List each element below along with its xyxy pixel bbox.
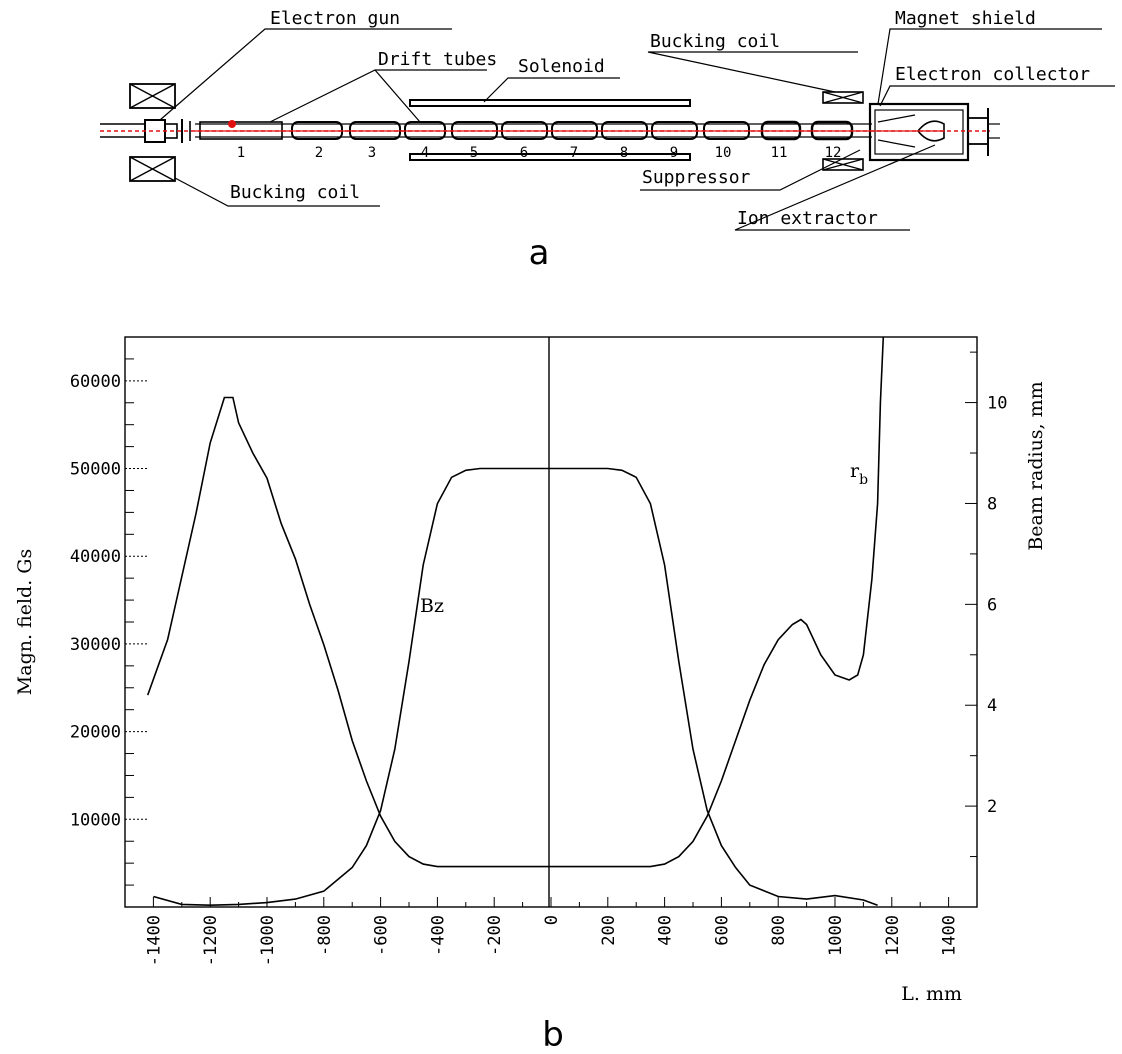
- label-suppressor: Suppressor: [642, 167, 751, 188]
- x-axis-tick-label: -200: [485, 915, 505, 956]
- x-axis-tick-label: -800: [315, 915, 335, 956]
- tube-number: 11: [771, 145, 788, 161]
- label-bucking-coil-bottom: Bucking coil: [230, 182, 360, 203]
- left-axis-tick-label: 30000: [70, 635, 121, 655]
- x-axis-title: L. mm: [901, 983, 962, 1005]
- tube-number: 5: [470, 145, 478, 161]
- tube-number: 4: [421, 145, 429, 161]
- left-axis-ticks: 10000 20000 30000 40000 50000 60000: [70, 358, 147, 886]
- tube-number: 6: [520, 145, 528, 161]
- label-bucking-coil-top: Bucking coil: [650, 31, 780, 52]
- x-axis-tick-label: -600: [372, 915, 392, 956]
- left-axis-tick-label: 20000: [70, 723, 121, 743]
- beam-radius-curve: [146, 336, 885, 868]
- electron-collector-body: [868, 102, 1000, 162]
- left-axis-tick-label: 50000: [70, 460, 121, 480]
- x-axis-tick-label: 400: [656, 915, 676, 946]
- panel-a-schematic: 1 2 3 4 5 6 7 8 9 10 11 12 Electron gun …: [100, 8, 1115, 273]
- y-axis-right-title: Beam radius, mm: [1025, 381, 1047, 550]
- x-axis-tick-label: -1000: [258, 915, 278, 966]
- label-magnet-shield: Magnet shield: [895, 8, 1036, 29]
- curve-label-rb: rb: [850, 460, 868, 488]
- curve-label-rb-sub: b: [859, 472, 868, 488]
- left-axis-tick-label: 10000: [70, 810, 121, 830]
- tube-number: 9: [670, 145, 678, 161]
- label-electron-gun: Electron gun: [270, 8, 400, 29]
- label-ion-extractor: Ion extractor: [737, 208, 878, 229]
- y-axis-left-title: Magn. field. Gs: [14, 549, 36, 695]
- panel-a-letter: a: [529, 233, 550, 273]
- left-axis-tick-label: 60000: [70, 372, 121, 392]
- x-axis-tick-label: 1200: [883, 915, 903, 956]
- leader-lines: [159, 28, 1115, 231]
- left-bucking-coil-top: [129, 83, 176, 109]
- curves: [146, 336, 885, 907]
- x-axis-tick-label: 200: [599, 915, 619, 946]
- tube-number: 12: [825, 145, 842, 161]
- x-axis-tick-label: 1000: [826, 915, 846, 956]
- x-axis-tick-label: -1200: [201, 915, 221, 966]
- right-bucking-coil-top: [822, 91, 864, 104]
- drift-tube: [199, 120, 283, 140]
- plot-frame: [124, 336, 978, 908]
- tube-number: 1: [237, 145, 245, 161]
- left-axis-tick-label: 40000: [70, 547, 121, 567]
- tube-number: 3: [368, 145, 376, 161]
- bz-curve: [153, 467, 878, 907]
- right-axis-tick-label: 8: [987, 494, 997, 514]
- x-axis-tick-label: 1400: [940, 915, 960, 956]
- tube-number: 8: [620, 145, 628, 161]
- curve-label-rb-main: r: [850, 460, 860, 482]
- right-axis-tick-label: 6: [987, 595, 997, 615]
- right-axis-tick-label: 10: [987, 394, 1007, 414]
- curve-label-bz: Bz: [420, 595, 444, 617]
- x-axis-tick-label: 800: [769, 915, 789, 946]
- left-bucking-coil-bottom: [129, 156, 176, 182]
- x-axis-tick-label: 600: [712, 915, 732, 946]
- right-axis-tick-label: 2: [987, 797, 997, 817]
- x-axis-tick-label: -1400: [144, 915, 164, 966]
- panel-b-letter: b: [542, 1015, 564, 1054]
- x-axis-tick-label: 0: [542, 915, 562, 925]
- drift-tube-chain: [195, 120, 872, 141]
- label-electron-collector: Electron collector: [895, 64, 1090, 85]
- x-axis-tick-label: -400: [428, 915, 448, 956]
- right-axis-tick-label: 4: [987, 696, 997, 716]
- right-axis-ticks: 2 4 6 8 10: [965, 351, 1007, 858]
- tube-number: 7: [570, 145, 578, 161]
- tube-number: 2: [315, 145, 323, 161]
- x-axis-ticks: -1400 -1200 -1000 -800 -600 -400 -200 0 200 400 60…: [124, 897, 978, 966]
- solenoid-body: [409, 99, 691, 161]
- tube-number: 10: [715, 145, 732, 161]
- label-solenoid: Solenoid: [518, 56, 605, 77]
- label-drift-tubes: Drift tubes: [378, 49, 497, 70]
